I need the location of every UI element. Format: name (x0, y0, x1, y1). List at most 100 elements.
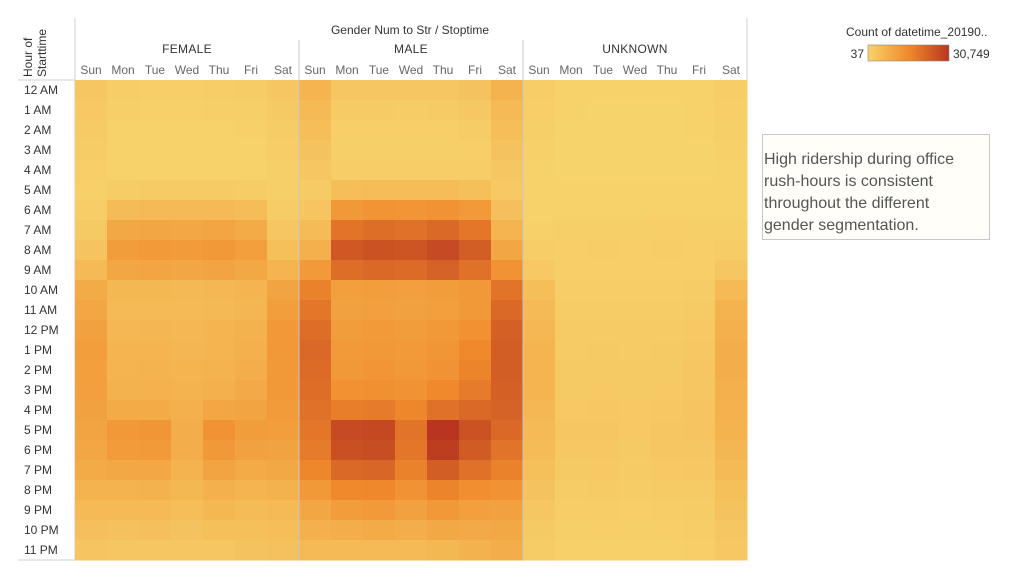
heatmap-cell (427, 500, 460, 521)
heatmap-cell (491, 480, 524, 501)
heatmap-cell (555, 480, 588, 501)
heatmap-cell (587, 260, 620, 281)
heatmap-cell (267, 120, 300, 141)
hour-label-4-am: 4 AM (24, 163, 51, 177)
heatmap-cell (203, 220, 236, 241)
heatmap-cell (203, 460, 236, 481)
heatmap-cell (587, 520, 620, 541)
hour-label-4-pm: 4 PM (24, 403, 52, 417)
heatmap-cell (331, 360, 364, 381)
heatmap-cell (75, 540, 108, 561)
heatmap-cell (107, 200, 140, 221)
heatmap-cell (395, 360, 428, 381)
heatmap-cell (395, 420, 428, 441)
heatmap-cell (459, 500, 492, 521)
heatmap-cell (203, 400, 236, 421)
heatmap-cell (331, 440, 364, 461)
heatmap-cell (587, 500, 620, 521)
heatmap-cell (395, 120, 428, 141)
heatmap-cell (651, 100, 684, 121)
heatmap-cell (555, 320, 588, 341)
heatmap-cell (203, 440, 236, 461)
day-label-female-mon: Mon (111, 63, 134, 77)
heatmap-cell (171, 120, 204, 141)
heatmap-cell (267, 500, 300, 521)
heatmap-cell (331, 400, 364, 421)
hour-label-8-pm: 8 PM (24, 483, 52, 497)
heatmap-cell (715, 160, 748, 181)
heatmap-cell (203, 300, 236, 321)
heatmap-cell (683, 540, 716, 561)
heatmap-cell (491, 300, 524, 321)
heatmap-cell (235, 140, 268, 161)
legend-max-label: 30,749 (953, 47, 990, 61)
heatmap-cell (587, 160, 620, 181)
group-label-male: MALE (394, 42, 428, 56)
heatmap-cell (587, 380, 620, 401)
heatmap-cell (619, 200, 652, 221)
heatmap-cell (459, 100, 492, 121)
heatmap-cell (235, 360, 268, 381)
heatmap-cell (683, 360, 716, 381)
day-label-male-sun: Sun (304, 63, 325, 77)
heatmap-cell (363, 140, 396, 161)
heatmap-cell (395, 320, 428, 341)
heatmap-cell (171, 160, 204, 181)
heatmap-cell (139, 160, 172, 181)
hour-label-10-am: 10 AM (24, 283, 58, 297)
heatmap-cell (235, 380, 268, 401)
heatmap-cell (459, 520, 492, 541)
day-label-female-fri: Fri (244, 63, 258, 77)
heatmap-cell (235, 400, 268, 421)
heatmap-cell (651, 360, 684, 381)
heatmap-cell (523, 140, 556, 161)
heatmap-cell (299, 540, 332, 561)
heatmap-cell (715, 260, 748, 281)
hour-label-9-am: 9 AM (24, 263, 51, 277)
heatmap-cell (267, 280, 300, 301)
heatmap-cell (555, 300, 588, 321)
heatmap-cell (523, 240, 556, 261)
heatmap-cell (395, 520, 428, 541)
heatmap-cell (715, 120, 748, 141)
heatmap-cell (555, 260, 588, 281)
heatmap-cell (171, 220, 204, 241)
heatmap-cell (587, 140, 620, 161)
heatmap-cell (267, 320, 300, 341)
heatmap-cell (139, 200, 172, 221)
heatmap-cell (395, 240, 428, 261)
heatmap-cell (75, 380, 108, 401)
heatmap-cell (427, 380, 460, 401)
heatmap-cell (715, 80, 748, 101)
heatmap-cell (299, 400, 332, 421)
heatmap-cell (107, 80, 140, 101)
hour-label-1-am: 1 AM (24, 103, 51, 117)
heatmap-cell (331, 380, 364, 401)
heatmap-cell (491, 200, 524, 221)
heatmap-cell (75, 200, 108, 221)
heatmap-cell (491, 500, 524, 521)
heatmap-cell (75, 460, 108, 481)
heatmap-cell (587, 320, 620, 341)
heatmap-cell (715, 520, 748, 541)
heatmap-cell (523, 420, 556, 441)
heatmap-cell (683, 520, 716, 541)
heatmap-cell (331, 80, 364, 101)
heatmap-cell (363, 260, 396, 281)
heatmap-cell (203, 320, 236, 341)
group-label-female: FEMALE (162, 42, 212, 56)
heatmap-cell (171, 300, 204, 321)
heatmap-cell (363, 540, 396, 561)
heatmap-cell (75, 360, 108, 381)
heatmap-cell (171, 360, 204, 381)
heatmap-cell (427, 200, 460, 221)
hour-label-2-pm: 2 PM (24, 363, 52, 377)
heatmap-cell (651, 140, 684, 161)
heatmap-cell (139, 360, 172, 381)
day-label-female-sat: Sat (274, 63, 293, 77)
heatmap-cell (651, 200, 684, 221)
heatmap-cell (587, 420, 620, 441)
heatmap-cell (427, 440, 460, 461)
heatmap-cell (619, 400, 652, 421)
heatmap-cell (363, 80, 396, 101)
